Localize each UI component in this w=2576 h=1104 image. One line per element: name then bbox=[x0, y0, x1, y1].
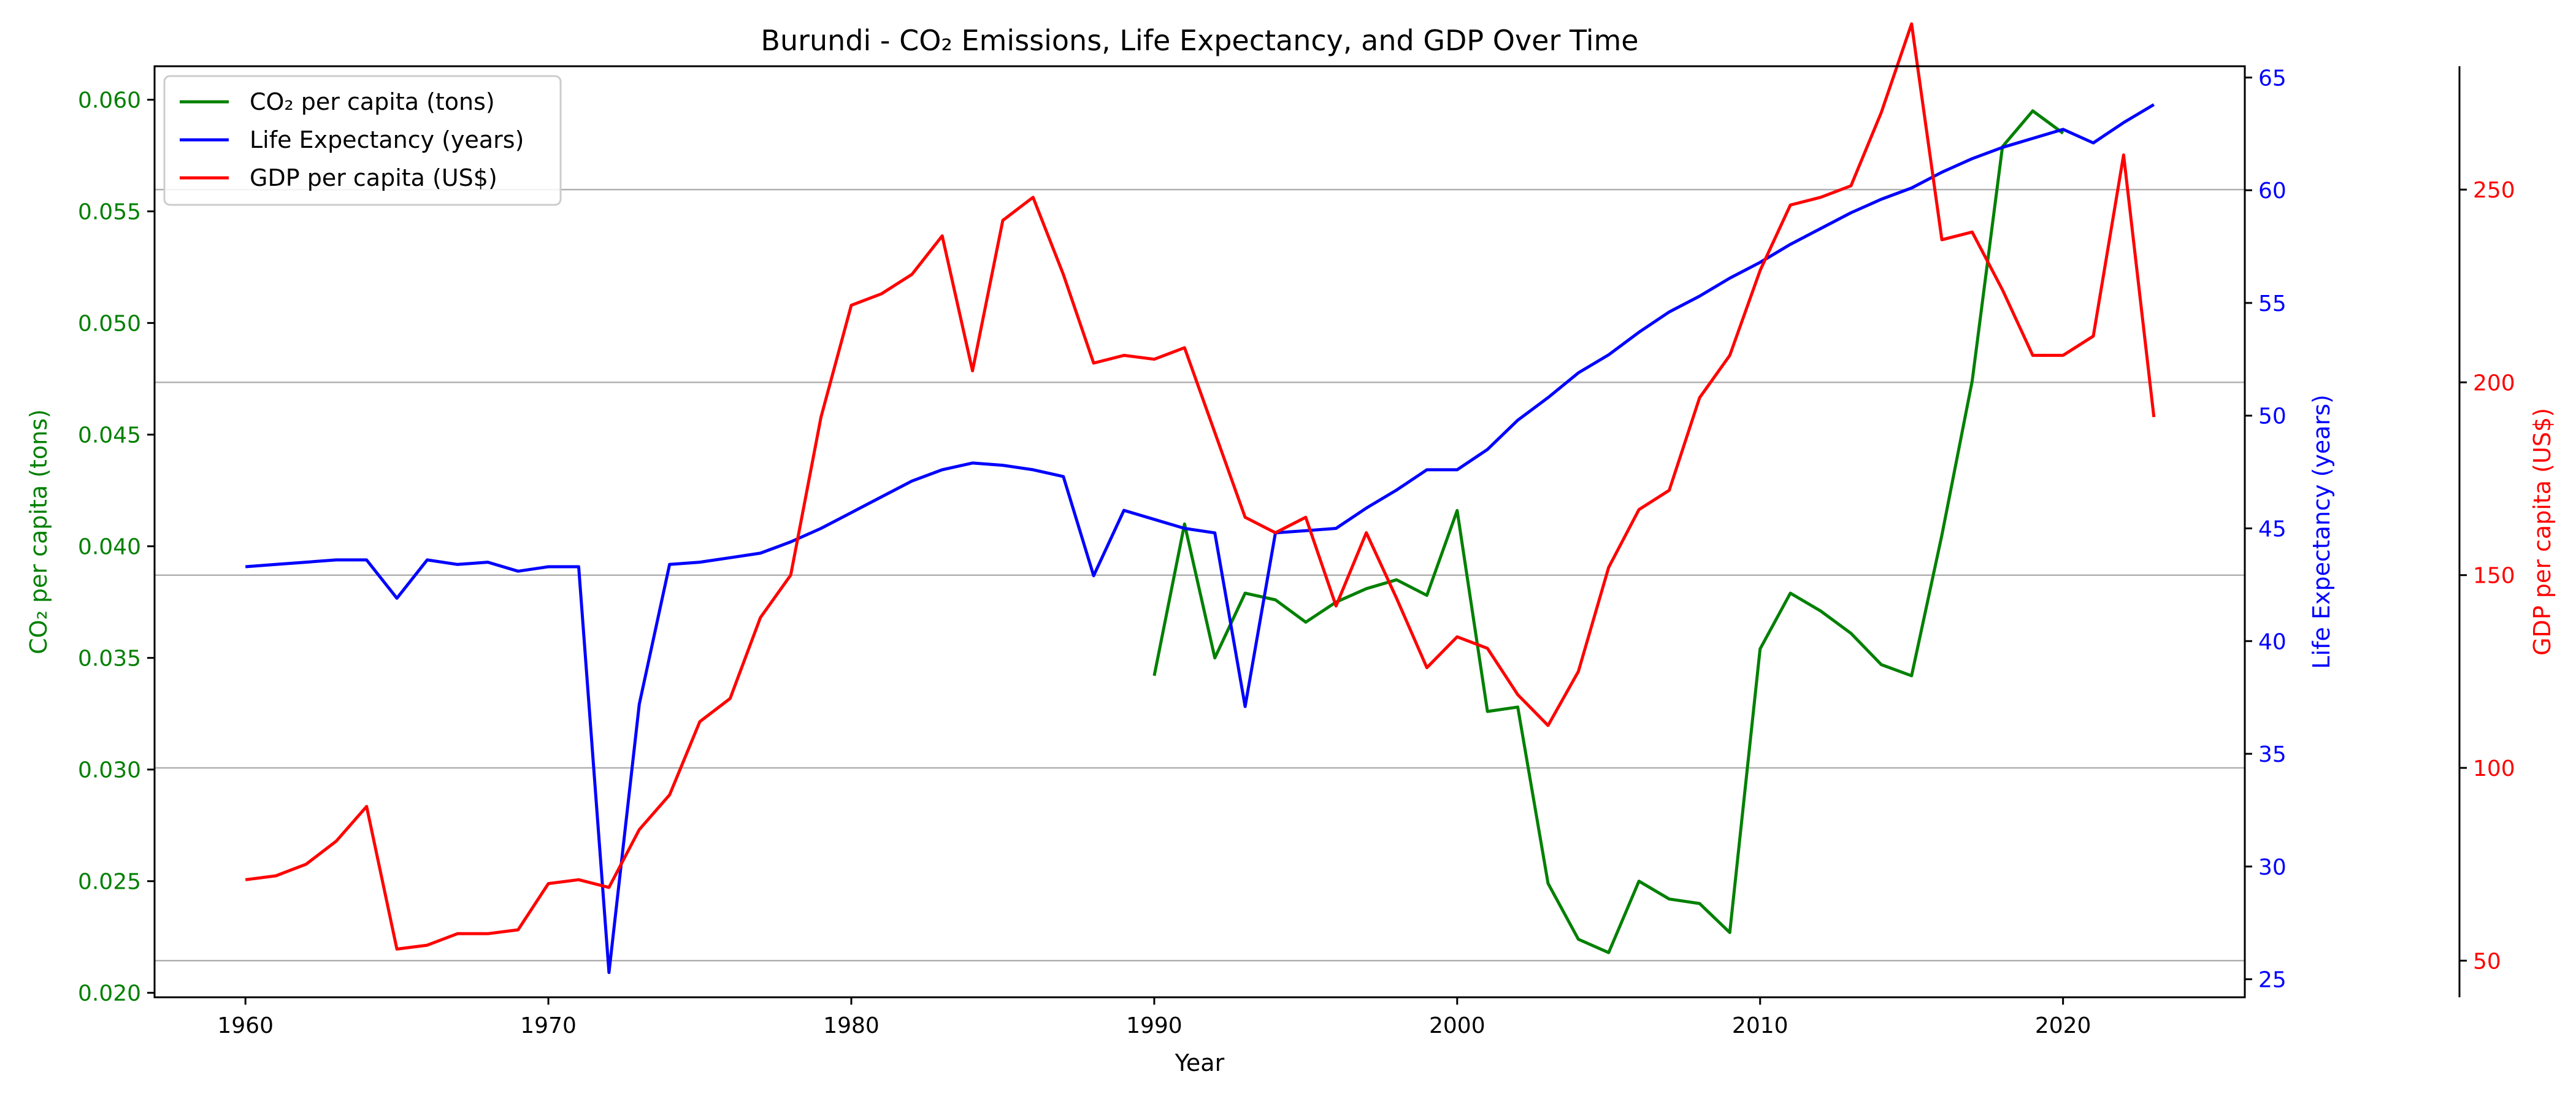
legend: CO₂ per capita (tons) Life Expectancy (y… bbox=[163, 75, 562, 206]
legend-box bbox=[163, 75, 562, 206]
x-axis-label: Year bbox=[1175, 1049, 1225, 1076]
plot-frame bbox=[153, 65, 2246, 999]
chart-title: Burundi - CO₂ Emissions, Life Expectancy… bbox=[761, 24, 1638, 57]
co2-tick-label: 0.040 bbox=[78, 535, 141, 560]
co2-axis-label: CO₂ per capita (tons) bbox=[25, 409, 52, 654]
gdp-tick-label: 200 bbox=[2473, 370, 2515, 396]
co2-tick-label: 0.060 bbox=[78, 88, 141, 113]
life-tick-label: 40 bbox=[2258, 629, 2287, 654]
life-tick-label: 30 bbox=[2258, 855, 2287, 880]
gdp-tick-label: 150 bbox=[2473, 564, 2515, 589]
x-tick-label: 2010 bbox=[1732, 1013, 1788, 1038]
co2-tick-label: 0.045 bbox=[78, 423, 141, 448]
x-tick-label: 2000 bbox=[1429, 1013, 1485, 1038]
life-tick-label: 55 bbox=[2258, 291, 2287, 316]
x-tick-label: 1980 bbox=[823, 1013, 880, 1038]
plot-lines bbox=[245, 22, 2156, 975]
x-tick-label: 1970 bbox=[520, 1013, 577, 1038]
life-tick-label: 65 bbox=[2258, 66, 2287, 91]
life-series-line bbox=[245, 103, 2155, 975]
life-tick-label: 35 bbox=[2258, 742, 2287, 767]
life-tick-label: 50 bbox=[2258, 404, 2287, 429]
co2-tick-label: 0.050 bbox=[78, 312, 141, 337]
legend-label-gdp: GDP per capita (US$) bbox=[250, 164, 497, 191]
gdp-axis-label: GDP per capita (US$) bbox=[2529, 408, 2556, 656]
axes: 1960 1970 1980 1990 2000 2010 2020 0.020 0.025 0.… bbox=[78, 66, 2515, 1038]
life-tick-label: 60 bbox=[2258, 178, 2287, 204]
gdp-tick-label: 50 bbox=[2473, 949, 2501, 974]
x-tick-label: 2020 bbox=[2035, 1013, 2091, 1038]
x-tick-label: 1960 bbox=[217, 1013, 274, 1038]
co2-tick-label: 0.055 bbox=[78, 200, 141, 225]
legend-label-life: Life Expectancy (years) bbox=[250, 126, 524, 153]
co2-series-line bbox=[1152, 109, 2064, 954]
gdp-series-line bbox=[245, 22, 2156, 951]
co2-tick-label: 0.020 bbox=[78, 981, 141, 1006]
life-tick-label: 25 bbox=[2258, 968, 2287, 993]
life-axis-label: Life Expectancy (years) bbox=[2308, 394, 2335, 669]
co2-tick-label: 0.030 bbox=[78, 758, 141, 783]
gdp-tick-label: 100 bbox=[2473, 756, 2515, 781]
co2-tick-label: 0.035 bbox=[78, 646, 141, 672]
legend-label-co2: CO₂ per capita (tons) bbox=[250, 88, 495, 115]
x-tick-label: 1990 bbox=[1126, 1013, 1183, 1038]
gdp-tick-label: 250 bbox=[2473, 178, 2515, 203]
grid-lines bbox=[155, 188, 2245, 962]
life-tick-label: 45 bbox=[2258, 516, 2287, 542]
co2-tick-label: 0.025 bbox=[78, 870, 141, 895]
